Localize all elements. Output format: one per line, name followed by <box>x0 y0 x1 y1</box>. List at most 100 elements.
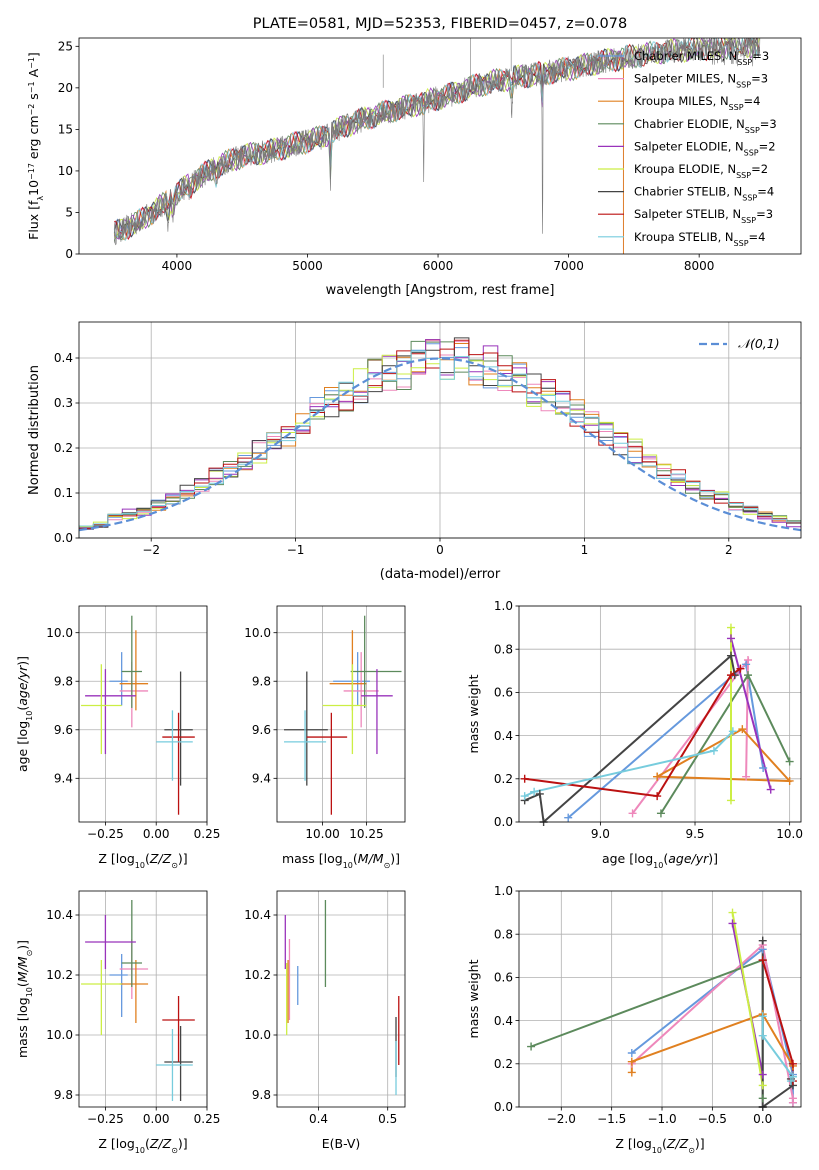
y-tick-label: 10.4 <box>244 908 271 922</box>
label-part: mass [log <box>282 851 343 866</box>
weight-marker <box>726 634 735 643</box>
label-part: SSP <box>729 103 744 112</box>
x-tick-label: −0.25 <box>87 1112 124 1126</box>
weight-marker <box>520 774 529 783</box>
label-part: SSP <box>736 171 751 180</box>
weight-marker <box>628 809 637 818</box>
axes-frame <box>276 605 406 823</box>
weight-marker <box>758 1081 767 1090</box>
gridlines <box>79 606 208 822</box>
label-part: Z/Z <box>149 851 172 866</box>
weight-marker <box>726 671 735 680</box>
x-tick-label: 10.00 <box>305 827 339 841</box>
y-tick-label: 9.8 <box>252 1088 271 1102</box>
observed-spectrum <box>114 38 761 246</box>
y-tick-label: 9.4 <box>252 772 271 786</box>
label-part: ⊙ <box>688 1146 695 1155</box>
y-tick-label: 0.4 <box>54 351 73 365</box>
weight-marker <box>653 772 662 781</box>
chart-title: PLATE=0581, MJD=52353, FIBERID=0457, z=0… <box>253 16 627 32</box>
label-part: ( <box>145 1136 150 1151</box>
label-part: =2 <box>759 139 776 153</box>
label-part: SSP <box>734 238 749 247</box>
label-part: SSP <box>744 148 759 157</box>
y-axis-label: Normed distribution <box>27 365 42 495</box>
label-part: =3 <box>752 49 769 63</box>
legend-entry: Salpeter ELODIE, NSSP=2 <box>634 139 776 157</box>
label-part: Salpeter ELODIE, N <box>634 139 744 153</box>
age_vs_mass-axes: 10.00 10.25 9.4 9.6 9.8 10.0 <box>244 605 406 841</box>
label-part: ] <box>26 52 41 57</box>
x-tick-label: 0.5 <box>378 1112 397 1126</box>
label-part: 10 <box>25 711 34 721</box>
y-tick-label: 10.0 <box>46 626 73 640</box>
mass_vs_ebv-axes: 0.4 0.5 9.8 10.0 10.2 10.4 <box>244 890 406 1126</box>
plot-area <box>81 615 195 815</box>
y-tick-label: 25 <box>58 40 73 54</box>
y-tick-label: 0.1 <box>54 486 73 500</box>
y-tick-label: 1.0 <box>494 884 513 898</box>
weight-marker <box>728 727 737 736</box>
weight-line-6 <box>524 653 736 822</box>
x-tick-label: 10.25 <box>349 827 383 841</box>
axes-frame <box>78 37 802 255</box>
x-axis-label: mass [log10(M/M⊙)] <box>282 851 400 870</box>
x-tick-label: 0.0 <box>753 1112 772 1126</box>
x-tick-label: −1.0 <box>647 1112 676 1126</box>
legend-entry: Chabrier MILES, NSSP=3 <box>634 49 769 67</box>
label-part: SSP <box>741 216 756 225</box>
x-tick-label: 9.0 <box>591 827 610 841</box>
label-part: =3 <box>760 117 777 131</box>
plot-area <box>81 900 195 1101</box>
gridlines <box>277 891 405 1107</box>
legend-entry: Chabrier STELIB, NSSP=4 <box>634 185 774 203</box>
x-tick-label: 0.25 <box>194 1112 221 1126</box>
y-tick-label: 20 <box>58 81 73 95</box>
plot-area <box>284 615 402 815</box>
label-part: Chabrier MILES, N <box>634 49 737 63</box>
y-tick-label: 0.8 <box>494 642 513 656</box>
label-part: )] <box>708 851 718 866</box>
x-tick-label: 1 <box>581 543 589 557</box>
legend-entry: 𝒩(0,1) <box>738 336 780 351</box>
weight-line-4 <box>730 638 772 790</box>
label-part: Salpeter STELIB, N <box>634 207 741 221</box>
weight-line-3 <box>530 958 764 1099</box>
weight-marker <box>758 936 767 945</box>
label-part: Salpeter MILES, N <box>634 72 736 86</box>
y-tick-label: 9.8 <box>54 674 73 688</box>
gridlines <box>277 606 405 822</box>
weight-marker <box>520 792 529 801</box>
y-tick-label: 0.2 <box>494 1057 513 1071</box>
weight-line-0 <box>567 662 765 819</box>
weight-marker <box>758 956 767 965</box>
legend-entry: Salpeter STELIB, NSSP=3 <box>634 207 773 225</box>
weight-marker <box>758 1070 767 1079</box>
weight-marker <box>738 725 747 734</box>
label-part: =3 <box>756 207 773 221</box>
y-tick-label: 10.2 <box>46 968 73 982</box>
weight-marker <box>726 623 735 632</box>
label-part: =4 <box>749 230 766 244</box>
plot-area <box>284 900 400 1095</box>
weight-marker <box>788 1059 797 1068</box>
label-part: 10 <box>135 861 145 870</box>
label-part: Z [log <box>98 851 134 866</box>
y-axis-label: mass weight <box>466 674 481 753</box>
mass_vs_Z-axes: −0.25 0.00 0.25 9.8 10.0 10.2 10.4 <box>46 890 221 1126</box>
label-part: λ <box>36 196 45 201</box>
x-tick-label: −2.0 <box>547 1112 576 1126</box>
histogram-series-8 <box>79 350 801 538</box>
weight-marker <box>709 746 718 755</box>
label-part: ( <box>353 851 358 866</box>
x-tick-label: 4000 <box>162 259 193 273</box>
y-tick-label: 0.6 <box>494 686 513 700</box>
weight-line-7 <box>524 667 741 798</box>
y-tick-label: 15 <box>58 123 73 137</box>
x-tick-label: 0 <box>436 543 444 557</box>
y-tick-label: 9.6 <box>54 723 73 737</box>
weight-marker <box>758 1094 767 1103</box>
label-part: ⊙ <box>171 1146 178 1155</box>
weight-marker <box>785 776 794 785</box>
weight-marker <box>742 772 751 781</box>
